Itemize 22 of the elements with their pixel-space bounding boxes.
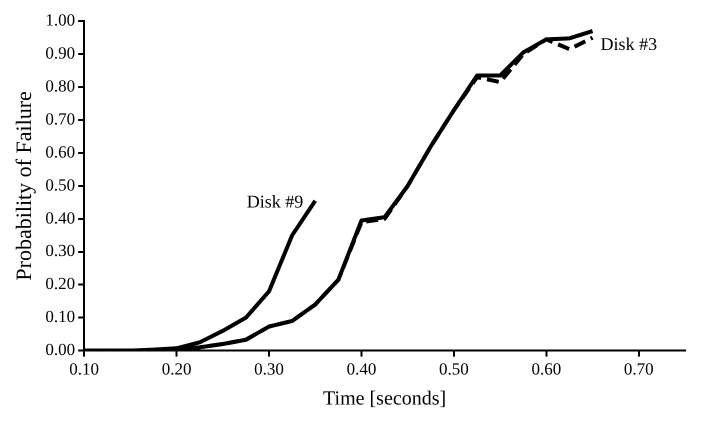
x-tick-label: 0.50 bbox=[439, 359, 469, 378]
y-tick-label: 0.00 bbox=[45, 340, 76, 360]
x-tick-label: 0.60 bbox=[531, 359, 562, 378]
series-label: Disk #3 bbox=[600, 34, 658, 54]
y-tick-label: 0.10 bbox=[45, 307, 76, 326]
y-tick-label: 0.20 bbox=[45, 274, 76, 294]
y-axis-title: Probability of Failure bbox=[10, 91, 36, 281]
x-tick-label: 0.40 bbox=[346, 359, 376, 378]
x-axis-title: Time [seconds] bbox=[322, 387, 446, 410]
y-tick-label: 0.90 bbox=[45, 44, 76, 63]
y-tick-label: 0.50 bbox=[45, 175, 76, 194]
y-tick-label: 0.30 bbox=[45, 241, 76, 260]
y-tick-label: 1.00 bbox=[45, 10, 76, 30]
x-tick-label: 0.70 bbox=[624, 359, 654, 378]
y-tick-label: 0.40 bbox=[45, 208, 76, 228]
x-tick-label: 0.10 bbox=[69, 359, 100, 378]
series-label: Disk #9 bbox=[246, 191, 304, 212]
x-tick-label: 0.30 bbox=[254, 359, 284, 378]
y-tick-label: 0.60 bbox=[45, 142, 76, 162]
y-tick-label: 0.80 bbox=[45, 76, 76, 96]
x-tick-label: 0.20 bbox=[162, 359, 192, 378]
y-tick-label: 0.70 bbox=[45, 109, 76, 128]
